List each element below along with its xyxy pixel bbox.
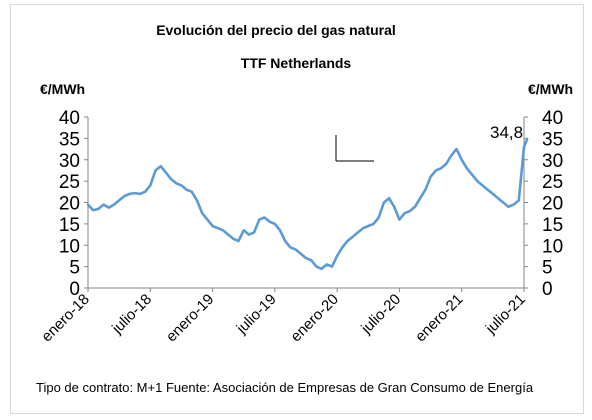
y-tick-label-right: 40 bbox=[542, 108, 563, 129]
y-tick-label-right: 20 bbox=[542, 194, 563, 215]
y-tick-label-left: 35 bbox=[59, 129, 80, 150]
x-tick-label: julio-21 bbox=[482, 291, 529, 338]
x-tick-label: enero-19 bbox=[163, 291, 217, 345]
y-tick-label-left: 30 bbox=[59, 151, 80, 172]
y-tick-label-right: 5 bbox=[542, 258, 553, 279]
y-tick-label-right: 35 bbox=[542, 129, 563, 150]
x-ticks: enero-18 julio-18 enero-19 julio-19 enero-20… bbox=[38, 288, 529, 345]
chart-title: Evolución del precio del gas natural bbox=[156, 22, 396, 38]
x-tick-label: julio-19 bbox=[233, 291, 280, 338]
y-tick-label-right: 0 bbox=[542, 279, 553, 300]
y-tick-label-left: 15 bbox=[59, 215, 80, 236]
y-tick-label-left: 40 bbox=[59, 108, 80, 129]
last-value-annotation: 34,8 bbox=[490, 123, 523, 142]
x-tick-label: enero-20 bbox=[287, 291, 341, 345]
y-tick-label-left: 5 bbox=[69, 258, 80, 279]
y-tick-label-left: 25 bbox=[59, 172, 80, 193]
y-tick-label-left: 20 bbox=[59, 194, 80, 215]
x-tick-label: julio-18 bbox=[108, 291, 155, 338]
series-group bbox=[86, 137, 529, 271]
axes bbox=[87, 117, 525, 289]
y-axis-unit-right: €/MWh bbox=[528, 81, 574, 97]
y-tick-label-left: 10 bbox=[59, 236, 80, 257]
y-axis-unit-left: €/MWh bbox=[40, 81, 86, 97]
chart-frame bbox=[10, 4, 584, 414]
y-tick-label-right: 15 bbox=[542, 215, 563, 236]
x-tick-label: julio-20 bbox=[357, 291, 404, 338]
chart-decoration bbox=[335, 135, 374, 162]
y-tick-label-right: 25 bbox=[542, 172, 563, 193]
x-tick-label: enero-18 bbox=[38, 291, 92, 345]
x-tick-label: enero-21 bbox=[412, 291, 466, 345]
y-tick-label-right: 30 bbox=[542, 151, 563, 172]
source-footer: Tipo de contrato: M+1 Fuente: Asociación… bbox=[36, 380, 534, 395]
y-tick-label-right: 10 bbox=[542, 236, 563, 257]
y-tick-label-left: 0 bbox=[69, 279, 80, 300]
chart-subtitle: TTF Netherlands bbox=[240, 55, 352, 71]
series-line-ttf bbox=[86, 137, 529, 271]
